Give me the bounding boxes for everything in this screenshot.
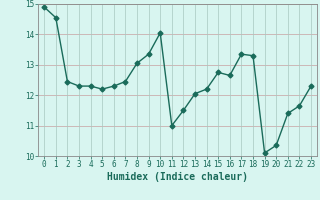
X-axis label: Humidex (Indice chaleur): Humidex (Indice chaleur)	[107, 172, 248, 182]
